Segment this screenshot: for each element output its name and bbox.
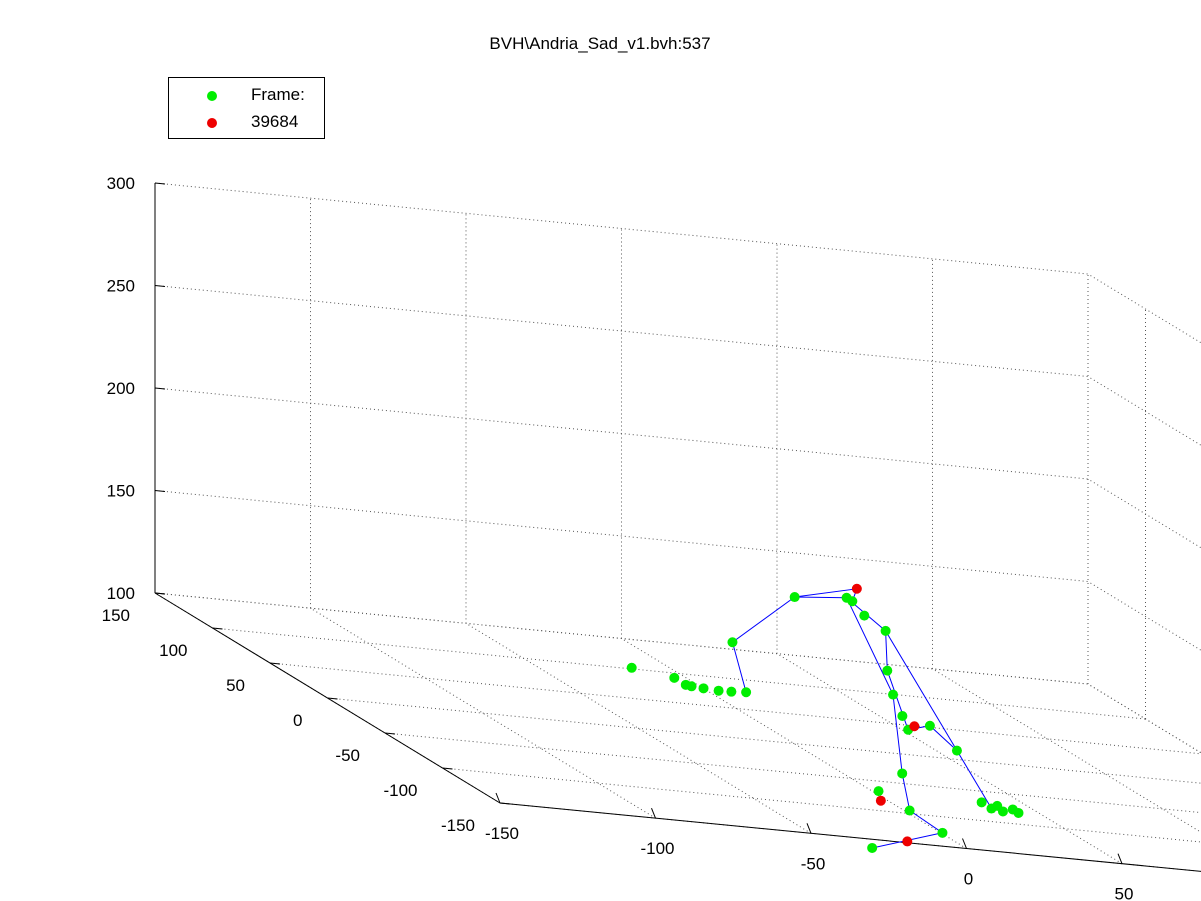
grid-line-floor-x — [932, 668, 1201, 833]
grid-line-floor-y — [499, 802, 1201, 872]
y-tick-label: 50 — [226, 676, 245, 695]
grid-line-floor-y — [212, 627, 1146, 720]
joint-point — [789, 592, 800, 603]
skeleton-bone — [731, 596, 958, 751]
joint-point — [867, 842, 878, 853]
joint-point — [888, 689, 899, 700]
y-tick-label: -50 — [335, 746, 360, 765]
x-tick-label: -150 — [485, 824, 519, 843]
y-tick-label: -150 — [441, 816, 475, 835]
joint-point — [686, 681, 697, 692]
z-tick-label: 300 — [107, 174, 135, 193]
end-effector-point — [909, 721, 920, 732]
x-tick-mark — [1117, 853, 1123, 864]
joint-point — [882, 665, 893, 676]
joint-point — [976, 797, 987, 808]
x-tick-label: 0 — [964, 870, 973, 889]
joint-point — [897, 711, 908, 722]
y-tick-label: 150 — [102, 606, 130, 625]
z-tick-mark — [154, 285, 166, 287]
joint-point — [1013, 807, 1024, 818]
z-tick-mark — [154, 387, 166, 390]
legend: Frame: 39684 — [168, 77, 325, 139]
y-tick-mark — [499, 802, 511, 805]
grid-line-floor-y — [442, 767, 1201, 843]
x-tick-label: -50 — [801, 854, 826, 873]
joint-point — [951, 745, 962, 756]
joint-point — [698, 683, 709, 694]
legend-marker-green — [207, 91, 217, 101]
grid-line-side-z — [1087, 581, 1201, 651]
grid-line-back-z — [154, 490, 1089, 582]
x-tick-mark — [962, 838, 967, 849]
z-tick-mark — [154, 490, 166, 492]
end-effector-point — [875, 795, 886, 806]
grid-line-floor-y — [269, 662, 1201, 755]
joint-point — [726, 686, 737, 697]
legend-entry-frame: Frame: — [169, 84, 324, 108]
joint-point — [727, 637, 738, 648]
joint-point — [713, 685, 724, 696]
x-tick-mark — [651, 807, 656, 819]
z-tick-label: 100 — [107, 584, 135, 603]
legend-entry-frame-number: 39684 — [169, 111, 324, 135]
legend-label-frame-number: 39684 — [251, 112, 299, 131]
joint-point — [880, 625, 891, 636]
grid-line-side-z — [1087, 273, 1201, 344]
x-tick-mark — [495, 792, 501, 804]
grid-line-side-z — [1087, 683, 1201, 754]
grid-line-back-z — [154, 285, 1089, 377]
grid-line-side-z — [1087, 376, 1201, 446]
joint-point — [897, 768, 908, 779]
end-effector-point — [902, 836, 913, 847]
z-tick-mark — [154, 182, 166, 185]
legend-label-frame: Frame: — [251, 85, 305, 104]
x-tick-label: 50 — [1115, 885, 1134, 901]
y-tick-mark — [442, 767, 453, 770]
z-tick-label: 250 — [107, 277, 135, 296]
joint-point — [924, 720, 935, 731]
joint-point — [859, 610, 870, 621]
y-tick-label: -100 — [383, 781, 417, 800]
joint-point — [669, 672, 680, 683]
grid-line-back-z — [154, 182, 1089, 275]
end-effector-point — [851, 583, 862, 594]
y-tick-mark — [154, 592, 166, 595]
chart-title: BVH\Andria_Sad_v1.bvh:537 — [489, 34, 711, 53]
grid-line-side-z — [1087, 478, 1201, 549]
y-tick-label: 100 — [159, 641, 187, 660]
y-tick-mark — [327, 697, 338, 700]
x-tick-mark — [806, 823, 812, 834]
skeleton-bone — [846, 597, 944, 849]
z-tick-label: 200 — [107, 379, 135, 398]
y-tick-mark — [212, 627, 223, 630]
x-axis-line — [499, 802, 1201, 872]
joint-point — [904, 805, 915, 816]
joint-point — [997, 806, 1008, 817]
x-tick-label: -100 — [640, 839, 674, 858]
y-tick-mark — [384, 732, 396, 735]
grid-line-back-z — [154, 592, 1089, 685]
z-tick-label: 150 — [107, 482, 135, 501]
joint-point — [847, 596, 858, 607]
y-tick-mark — [269, 662, 281, 665]
joint-point — [741, 687, 752, 698]
legend-marker-red — [207, 118, 217, 128]
grid-line-back-z — [154, 387, 1089, 480]
joint-point — [626, 662, 637, 673]
joint-point — [937, 827, 948, 838]
grid-line-floor-y — [327, 697, 1201, 784]
y-tick-label: 0 — [293, 711, 302, 730]
grid-line-floor-y — [384, 732, 1201, 814]
joint-point — [873, 786, 884, 797]
